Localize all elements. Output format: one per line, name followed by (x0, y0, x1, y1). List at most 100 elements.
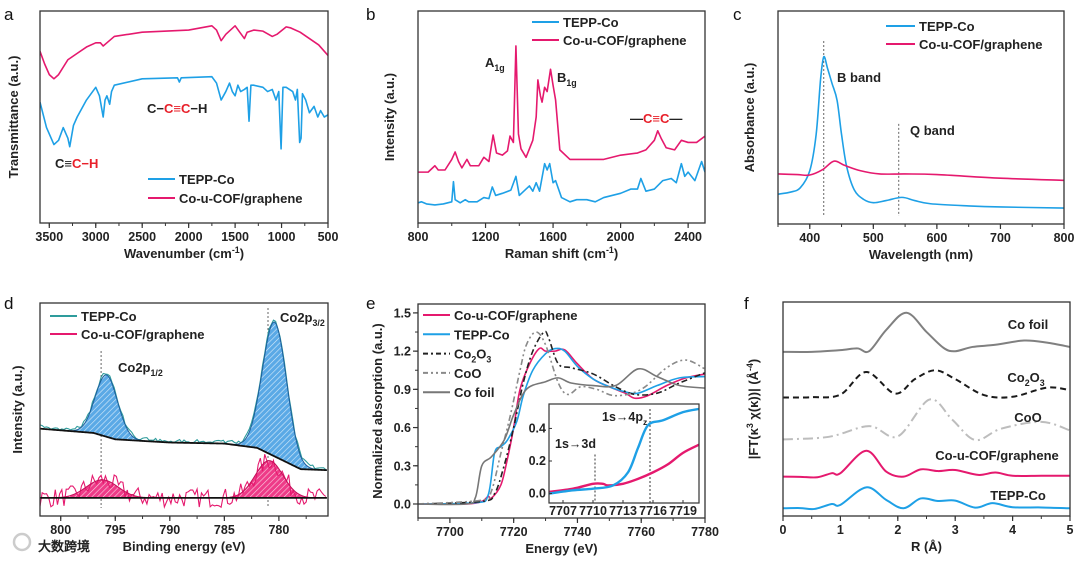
x-tick-label: 4 (1009, 523, 1016, 537)
plot-area (418, 45, 705, 206)
legend: TEPP-Co Co-u-COF/graphene (50, 309, 205, 342)
legend-label: Co-u-COF/graphene (179, 191, 303, 206)
inset-x-tick-label: 7719 (669, 504, 697, 518)
series-line-0 (418, 160, 705, 206)
plot-frame (417, 10, 706, 224)
background-line (40, 427, 327, 472)
annotation: —C≡C— (630, 111, 682, 126)
raw-spectrum-1 (40, 454, 327, 509)
x-tick-label: 0 (780, 523, 787, 537)
series-line-0 (783, 311, 1070, 354)
x-tick-label: 3500 (35, 230, 63, 244)
plot-frame (39, 302, 329, 517)
annotation: 1s→3d (555, 437, 596, 451)
x-tick-label: 1 (837, 523, 844, 537)
fitted-peak-area (40, 322, 327, 471)
x-tick-label: 400 (799, 231, 820, 245)
x-tick-label: 5 (1067, 523, 1074, 537)
x-tick-label: 500 (318, 230, 339, 244)
x-tick-label: 800 (408, 230, 429, 244)
series-line-1 (783, 369, 1070, 399)
y-tick-label: 0.3 (394, 459, 411, 473)
legend-label: TEPP-Co (563, 15, 619, 30)
series-line-1 (778, 160, 1064, 182)
x-tick-label: 7740 (564, 525, 592, 539)
annotation: B band (837, 70, 881, 85)
inset-x-tick-label: 7707 (549, 504, 577, 518)
y-axis-label: Transmittance (a.u.) (6, 56, 21, 179)
plot-frame (417, 303, 706, 519)
legend-label: TEPP-Co (179, 172, 235, 187)
legend-label: CoO (454, 366, 481, 381)
y-axis-label: Intensity (a.u.) (382, 73, 397, 161)
series-line-4 (783, 486, 1070, 511)
y-axis-label: Intensity (a.u.) (10, 365, 25, 453)
legend-label: TEPP-Co (919, 19, 975, 34)
annotation: B1g (557, 70, 577, 88)
inset-x-tick-label: 7716 (639, 504, 667, 518)
plot-area (778, 41, 1064, 216)
x-tick-label: 2000 (175, 230, 203, 244)
y-axis-label: Normalized absorption (a.u.) (370, 323, 385, 499)
x-tick-label: 600 (926, 231, 947, 245)
legend-label: Co-u-COF/graphene (454, 308, 578, 323)
plot-frame (782, 301, 1071, 517)
series-line-2 (418, 330, 705, 505)
annotation: Co2p3/2 (280, 310, 325, 328)
x-tick-label: 7760 (627, 525, 655, 539)
panel-label: e (366, 294, 375, 313)
x-tick-label: 795 (105, 523, 126, 537)
inset-y-tick-label: 0.4 (529, 421, 546, 435)
series-line-0 (778, 55, 1064, 209)
plot-area (783, 311, 1070, 511)
panel-label: c (733, 5, 742, 24)
y-axis-label: |FT(κ3 χ(κ))| (Å-4) (745, 359, 761, 460)
annotation: C≡C−H (55, 156, 98, 171)
x-tick-label: 2500 (128, 230, 156, 244)
x-tick-label: 790 (159, 523, 180, 537)
annotation: A1g (485, 55, 505, 73)
x-axis-label: Binding energy (eV) (123, 539, 246, 554)
inset-x-tick-label: 7713 (609, 504, 637, 518)
inset-y-tick-label: 0.2 (529, 454, 546, 468)
series-line-3 (783, 449, 1070, 479)
plot-frame (39, 10, 329, 224)
y-tick-label: 0.6 (394, 421, 411, 435)
annotation: 1s→4pz (602, 410, 647, 427)
panel-label: a (4, 5, 14, 24)
x-tick-label: 2 (894, 523, 901, 537)
series-line-1 (40, 25, 328, 80)
annotation: Q band (910, 123, 955, 138)
x-tick-label: 800 (50, 523, 71, 537)
panel-b: b 800 1200 1600 2000 2400 Raman shift (cm-1) In… (366, 5, 706, 261)
panel-d: d 800 795 790 785 780 Binding energy (eV) Inten… (4, 294, 329, 554)
x-tick-label: 800 (1054, 231, 1075, 245)
panel-label: f (744, 294, 749, 313)
panel-a: a 3500 3000 2500 2000 1500 1000 500 Wavenumber (… (4, 5, 338, 261)
series-label: Co2O3 (1007, 370, 1044, 388)
x-tick-label: 1600 (539, 230, 567, 244)
inset-y-tick-label: 0.0 (529, 487, 546, 501)
panel-e: e 7700 7720 7740 7760 7780 0.0 0.3 0.6 0.9 1.2 1.5 E… (366, 294, 719, 556)
x-tick-label: 2000 (607, 230, 635, 244)
inset-x-tick-label: 7710 (579, 504, 607, 518)
legend-label: TEPP-Co (81, 309, 137, 324)
legend: TEPP-Co Co-u-COF/graphene (886, 19, 1043, 52)
series-line-1 (418, 347, 705, 505)
legend-label: Co-u-COF/graphene (919, 37, 1043, 52)
annotation: C−C≡C−H (147, 101, 207, 116)
y-axis-label: Absorbance (a.u.) (742, 63, 757, 173)
series-line-3 (418, 331, 705, 505)
x-tick-label: 2400 (674, 230, 702, 244)
series-label: Co foil (1008, 317, 1048, 332)
legend-label: Co-u-COF/graphene (563, 33, 687, 48)
x-tick-label: 7700 (436, 525, 464, 539)
legend: TEPP-Co Co-u-COF/graphene (148, 172, 303, 206)
series-label: CoO (1014, 410, 1041, 425)
x-tick-label: 3000 (82, 230, 110, 244)
x-tick-label: 785 (214, 523, 235, 537)
series-line-4 (418, 367, 705, 506)
x-axis-label: Raman shift (cm-1) (505, 245, 618, 261)
series-label: Co-u-COF/graphene (935, 448, 1059, 463)
plot-area (40, 25, 328, 150)
